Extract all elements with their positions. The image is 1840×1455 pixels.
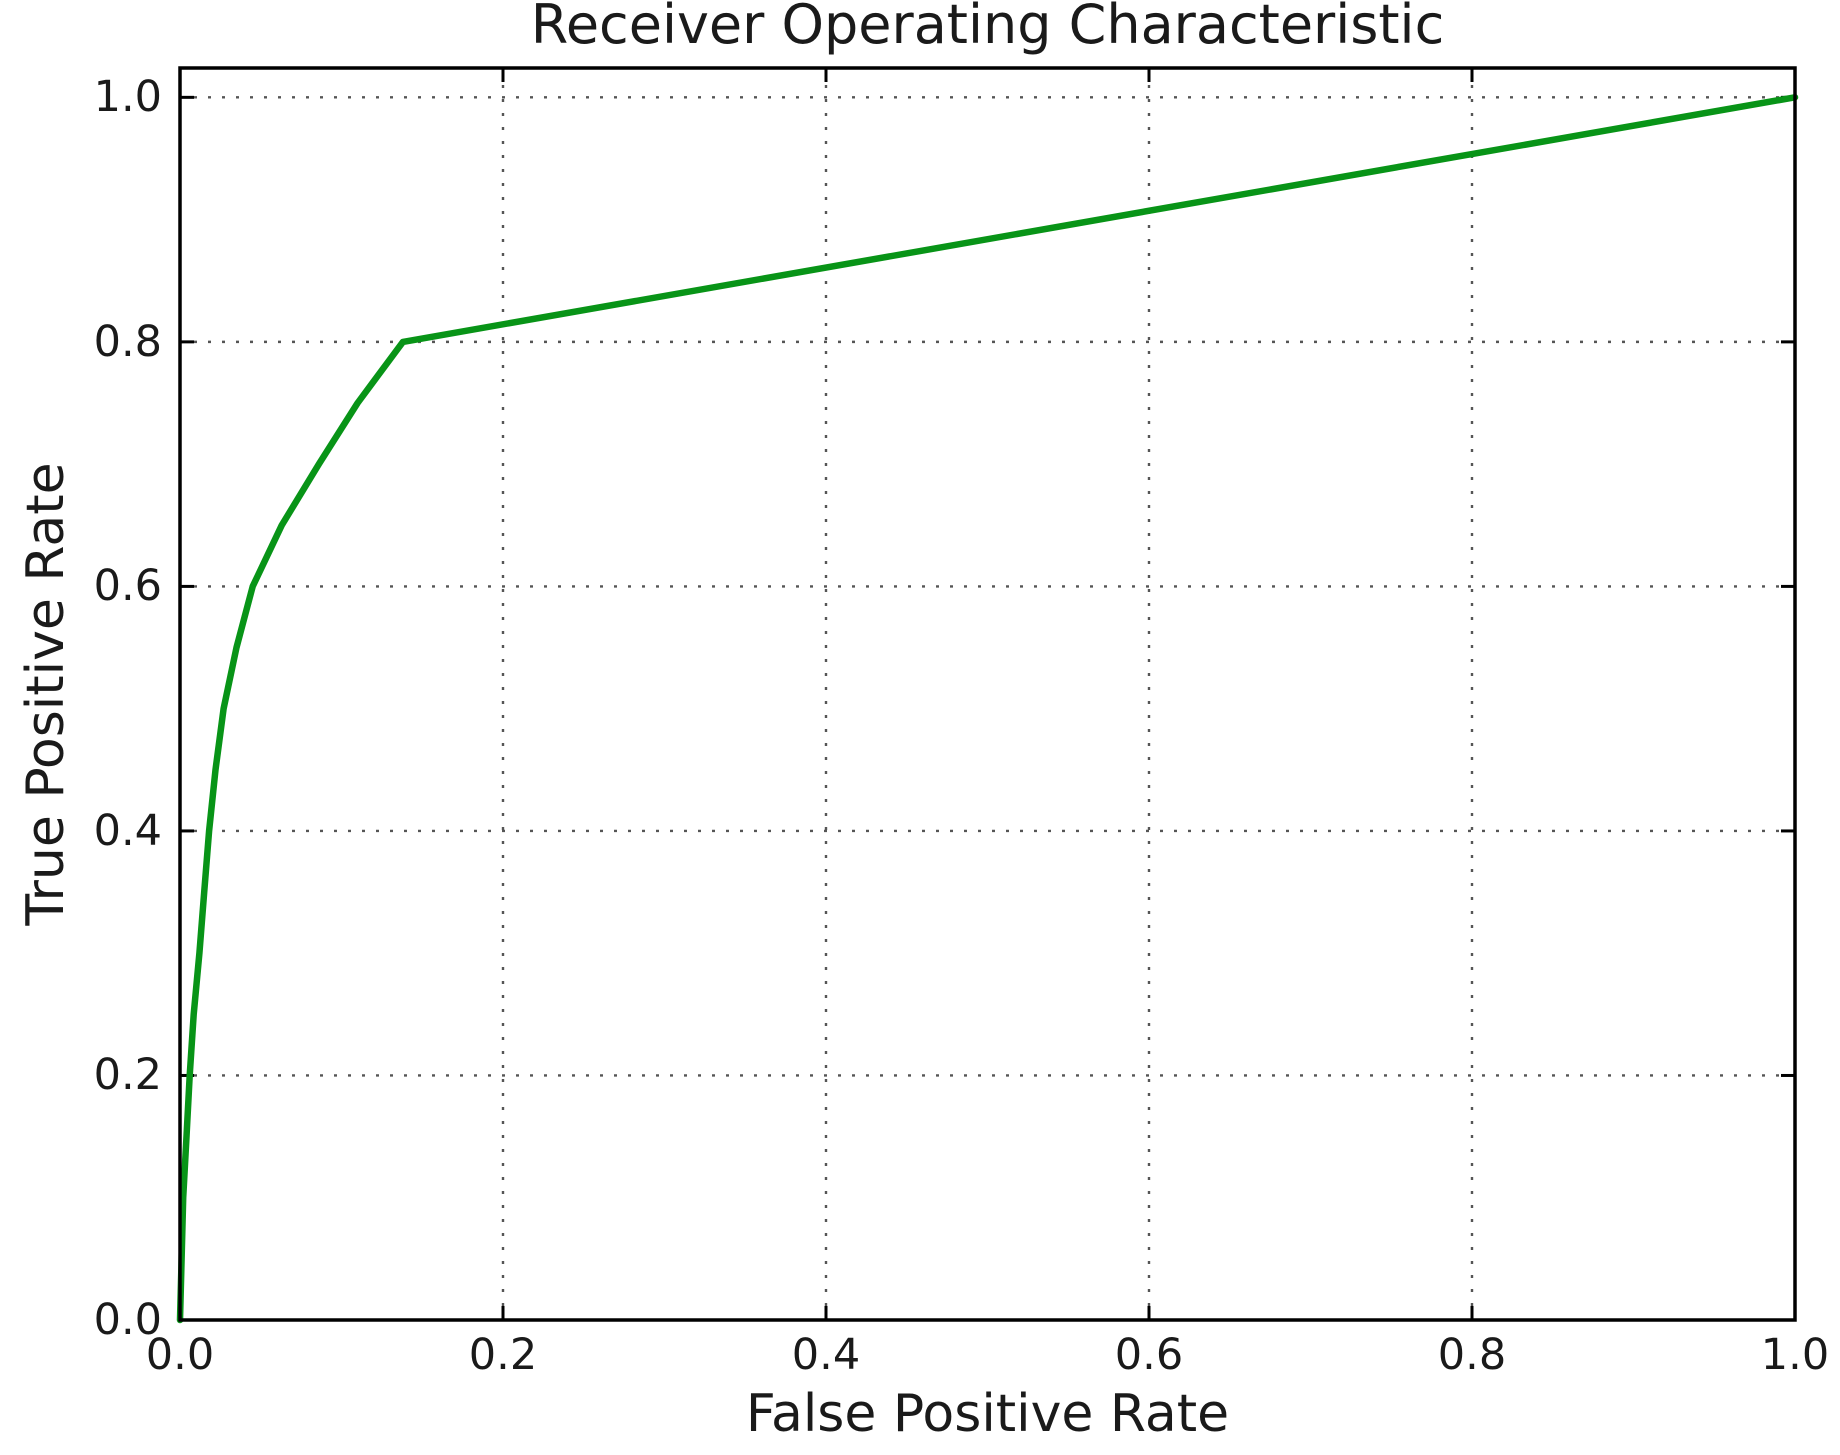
x-axis-label: False Positive Rate (745, 1384, 1230, 1444)
y-tick-label: 0.8 (93, 316, 162, 367)
x-tick-label: 1.0 (1760, 1330, 1830, 1380)
y-tick-label: 0.6 (93, 561, 162, 612)
y-tick-label: 0.0 (93, 1295, 162, 1345)
y-tick-label: 0.2 (93, 1050, 162, 1101)
x-tick-label: 0.4 (791, 1330, 861, 1380)
x-tick-label: 0.2 (468, 1330, 538, 1380)
axes-spines (178, 66, 1797, 1322)
x-tick-label: 0.6 (1114, 1330, 1184, 1380)
y-tick-label: 1.0 (93, 72, 162, 123)
y-tick-label: 0.4 (93, 805, 162, 856)
chart-title: Receiver Operating Characteristic (530, 0, 1445, 56)
x-tick-label: 0.0 (145, 1330, 215, 1380)
roc-curve-line (176, 94, 1799, 1324)
x-tick-label: 0.8 (1437, 1330, 1507, 1380)
y-axis-label: True Positive Rate (16, 462, 76, 926)
